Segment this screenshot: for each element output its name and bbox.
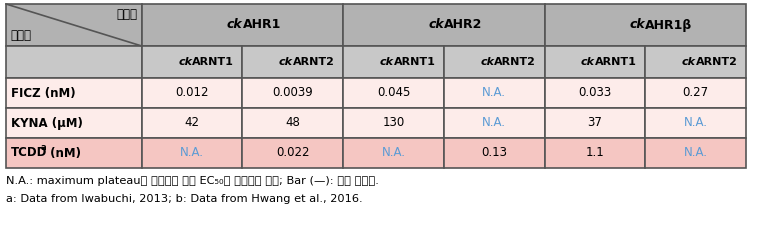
- Bar: [142, 4, 343, 46]
- Bar: [6, 4, 142, 46]
- Bar: [444, 108, 545, 138]
- Text: N.A.: N.A.: [482, 117, 506, 129]
- Text: (nM): (nM): [46, 147, 81, 159]
- Text: ARNT1: ARNT1: [192, 57, 234, 67]
- Bar: [142, 138, 243, 168]
- Text: 37: 37: [588, 117, 602, 129]
- Bar: [545, 138, 645, 168]
- Text: N.A.: N.A.: [382, 147, 406, 159]
- Text: 리간드: 리간드: [10, 29, 31, 42]
- Text: N.A.: N.A.: [482, 87, 506, 99]
- Bar: [343, 108, 444, 138]
- Text: AHR2: AHR2: [444, 19, 482, 31]
- Text: ck: ck: [227, 19, 243, 31]
- Text: ck: ck: [279, 57, 293, 67]
- Bar: [545, 108, 645, 138]
- Bar: [545, 46, 645, 78]
- Bar: [243, 138, 343, 168]
- Text: ck: ck: [178, 57, 192, 67]
- Bar: [645, 46, 746, 78]
- Bar: [444, 138, 545, 168]
- Text: AHR1: AHR1: [243, 19, 281, 31]
- Text: ck: ck: [581, 57, 595, 67]
- Text: ck: ck: [480, 57, 495, 67]
- Text: 0.012: 0.012: [175, 87, 209, 99]
- Text: ARNT2: ARNT2: [293, 57, 335, 67]
- Bar: [645, 78, 746, 108]
- Text: ARNT1: ARNT1: [393, 57, 435, 67]
- Text: a: a: [41, 143, 47, 152]
- Text: 0.13: 0.13: [482, 147, 507, 159]
- Text: 0.022: 0.022: [276, 147, 310, 159]
- Text: ck: ck: [630, 19, 645, 31]
- Text: N.A.: N.A.: [684, 117, 707, 129]
- Text: FICZ (nM): FICZ (nM): [11, 87, 75, 99]
- Bar: [6, 108, 142, 138]
- Bar: [243, 46, 343, 78]
- Bar: [545, 78, 645, 108]
- Text: 130: 130: [382, 117, 405, 129]
- Bar: [142, 108, 243, 138]
- Text: N.A.: maximum plateau가 나타나지 않아 EC₅₀를 계산하지 못함; Bar (—): 실험 미실시.: N.A.: maximum plateau가 나타나지 않아 EC₅₀를 계산하…: [6, 176, 379, 186]
- Text: ck: ck: [379, 57, 393, 67]
- Bar: [343, 4, 545, 46]
- Bar: [243, 108, 343, 138]
- Text: 0.0039: 0.0039: [273, 87, 313, 99]
- Text: ARNT2: ARNT2: [495, 57, 536, 67]
- Bar: [444, 78, 545, 108]
- Text: 0.045: 0.045: [377, 87, 410, 99]
- Text: TCDD: TCDD: [11, 147, 48, 159]
- Bar: [444, 46, 545, 78]
- Text: AHR1β: AHR1β: [645, 19, 693, 31]
- Text: 1.1: 1.1: [585, 147, 604, 159]
- Text: N.A.: N.A.: [684, 147, 707, 159]
- Bar: [645, 138, 746, 168]
- Bar: [343, 46, 444, 78]
- Text: KYNA (μM): KYNA (μM): [11, 117, 83, 129]
- Text: 0.27: 0.27: [683, 87, 709, 99]
- Bar: [343, 78, 444, 108]
- Bar: [545, 4, 746, 46]
- Bar: [343, 138, 444, 168]
- Text: 이량체: 이량체: [117, 8, 137, 21]
- Bar: [142, 78, 243, 108]
- Text: 0.033: 0.033: [578, 87, 611, 99]
- Text: ck: ck: [428, 19, 444, 31]
- Text: ck: ck: [682, 57, 696, 67]
- Text: 42: 42: [184, 117, 200, 129]
- Text: a: Data from Iwabuchi, 2013; b: Data from Hwang et al., 2016.: a: Data from Iwabuchi, 2013; b: Data fro…: [6, 194, 362, 204]
- Bar: [6, 138, 142, 168]
- Text: 48: 48: [286, 117, 300, 129]
- Bar: [6, 78, 142, 108]
- Bar: [6, 46, 142, 78]
- Bar: [645, 108, 746, 138]
- Text: ARNT1: ARNT1: [595, 57, 637, 67]
- Bar: [243, 78, 343, 108]
- Bar: [142, 46, 243, 78]
- Text: ARNT2: ARNT2: [696, 57, 737, 67]
- Text: N.A.: N.A.: [180, 147, 204, 159]
